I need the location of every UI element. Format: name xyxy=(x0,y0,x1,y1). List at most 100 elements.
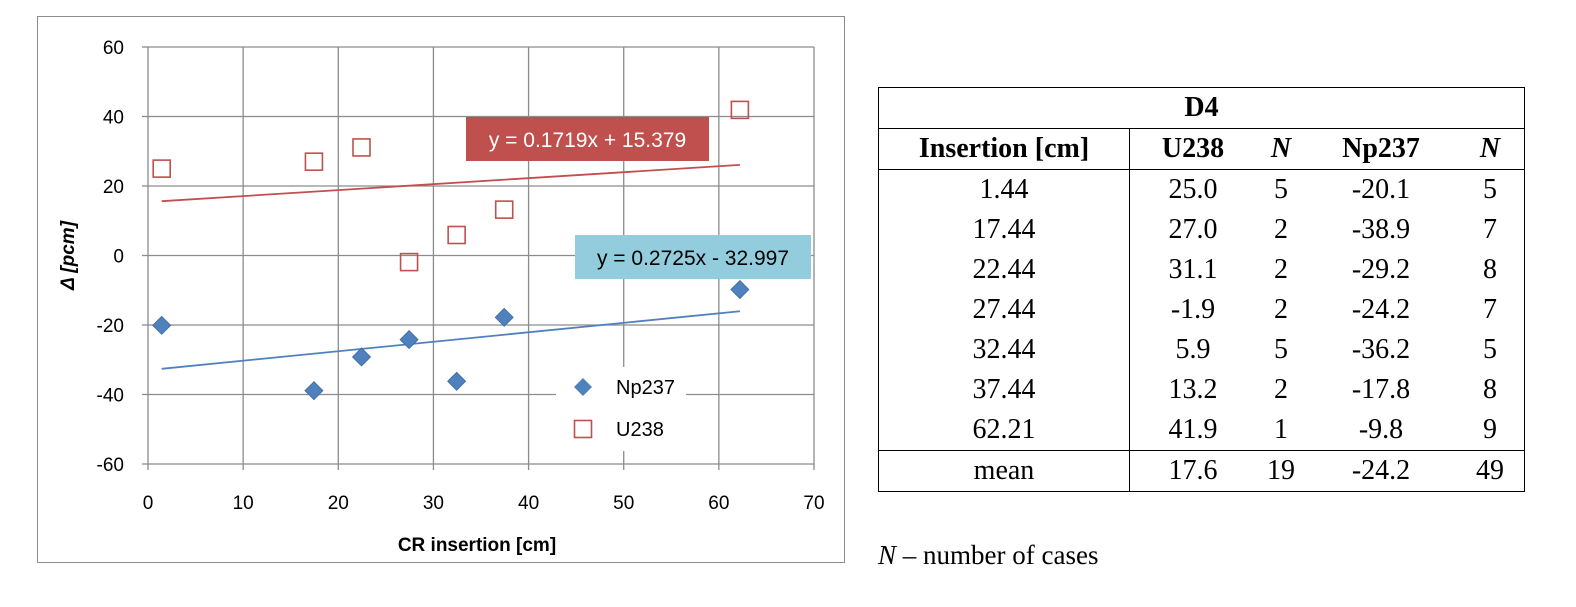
x-tick-label: 20 xyxy=(328,493,349,514)
footnote: N – number of cases xyxy=(878,540,1098,571)
table-title-row: D4 xyxy=(878,87,1525,129)
legend: Np237 U238 xyxy=(556,367,686,451)
cell-n-u238: 5 xyxy=(1274,174,1288,205)
table-row: 62.21 41.9 1 -9.8 9 xyxy=(878,410,1525,451)
cell-insertion: 37.44 xyxy=(878,370,1130,410)
x-tick-label: 40 xyxy=(518,493,539,514)
trendline-labels: y = 0.2725x - 32.997 y = 0.1719x + 15.379 xyxy=(466,117,811,279)
table-row: 27.44 -1.9 2 -24.2 7 xyxy=(878,290,1525,330)
cell-np237: -36.2 xyxy=(1351,334,1411,365)
cell-np237: -38.9 xyxy=(1351,214,1411,245)
cell-n-u238: 2 xyxy=(1274,294,1288,325)
mean-label: mean xyxy=(878,450,1130,492)
cell-np237: -29.2 xyxy=(1351,254,1411,285)
u238-point xyxy=(304,152,324,171)
header-u238: U238 xyxy=(1129,128,1256,170)
x-tick-label: 60 xyxy=(708,493,729,514)
cell-u238: 41.9 xyxy=(1168,414,1218,445)
np237-point xyxy=(152,315,172,335)
u238-point xyxy=(399,252,419,272)
cell-n-np237: 7 xyxy=(1483,214,1497,245)
np237-point xyxy=(494,307,514,327)
y-tick-label: 0 xyxy=(113,247,124,268)
cell-u238: -1.9 xyxy=(1170,294,1216,325)
table-header-row: Insertion [cm] U238 N Np237 N xyxy=(878,128,1525,170)
cell-np237: -9.8 xyxy=(1358,414,1404,445)
cell-n-u238: 2 xyxy=(1274,374,1288,405)
header-n-np237: N xyxy=(1456,128,1525,170)
mean-n-np237: 49 xyxy=(1456,450,1525,492)
cell-insertion: 62.21 xyxy=(878,410,1130,451)
mean-np237: -24.2 xyxy=(1306,450,1456,492)
np237-point xyxy=(351,347,372,367)
legend-symbol-u238 xyxy=(573,419,593,439)
np237-point xyxy=(447,371,467,391)
cell-insertion: 22.44 xyxy=(878,250,1130,290)
x-axis-title: CR insertion [cm] xyxy=(398,535,556,556)
legend-label-np237: Np237 xyxy=(616,377,675,399)
data-points xyxy=(152,100,750,401)
cell-n-u238: 2 xyxy=(1274,254,1288,285)
y-tick-label: -60 xyxy=(97,455,124,476)
scatter-chart: 60 40 20 0 -20 -40 -60 0 10 20 30 40 50 60 70 y = 0.27… xyxy=(58,38,825,556)
cell-insertion: 27.44 xyxy=(878,290,1130,330)
y-tick-label: 60 xyxy=(103,38,124,59)
mean-n-u238: 19 xyxy=(1256,450,1306,492)
y-tick-label: 20 xyxy=(103,177,124,198)
cell-n-u238: 1 xyxy=(1274,414,1288,445)
header-n-u238: N xyxy=(1256,128,1306,170)
x-tick-label: 10 xyxy=(233,493,254,514)
legend-symbol-np237 xyxy=(574,378,592,396)
cell-n-np237: 9 xyxy=(1483,414,1497,445)
table-mean-row: mean 17.6 19 -24.2 49 xyxy=(878,450,1525,492)
equation-label-np237: y = 0.2725x - 32.997 xyxy=(597,247,789,270)
y-tick-label: -40 xyxy=(97,386,124,407)
cell-u238: 27.0 xyxy=(1168,214,1218,245)
table-row: 37.44 13.2 2 -17.8 8 xyxy=(878,370,1525,410)
cell-n-np237: 8 xyxy=(1483,374,1497,405)
cell-n-np237: 7 xyxy=(1483,294,1497,325)
np237-point xyxy=(730,279,750,300)
y-tick-label: 40 xyxy=(103,108,124,129)
table-row: 32.44 5.9 5 -36.2 5 xyxy=(878,330,1525,370)
footnote-symbol: N xyxy=(878,540,897,570)
cell-np237: -20.1 xyxy=(1351,174,1411,205)
x-tick-label: 0 xyxy=(143,493,154,514)
np237-point xyxy=(304,381,324,401)
equation-box-u238 xyxy=(466,117,709,161)
u238-point xyxy=(152,159,172,178)
cell-n-np237: 8 xyxy=(1483,254,1497,285)
cell-np237: -17.8 xyxy=(1351,374,1411,405)
trendline-np237 xyxy=(161,310,740,370)
mean-u238: 17.6 xyxy=(1129,450,1256,492)
equation-box-np237 xyxy=(575,235,811,279)
x-tick-label: 50 xyxy=(613,493,634,514)
table-row: 22.44 31.1 2 -29.2 8 xyxy=(878,250,1525,290)
cell-insertion: 17.44 xyxy=(878,210,1130,250)
axes: 60 40 20 0 -20 -40 -60 0 10 20 30 40 50 60 70 xyxy=(97,38,825,514)
header-insertion: Insertion [cm] xyxy=(878,128,1130,170)
cell-insertion: 32.44 xyxy=(878,330,1130,370)
cell-np237: -24.2 xyxy=(1351,294,1411,325)
cell-u238: 25.0 xyxy=(1168,174,1218,205)
table-row: 1.44 25.0 5 -20.1 5 xyxy=(878,169,1525,210)
x-tick-label: 30 xyxy=(423,493,444,514)
footnote-text: – number of cases xyxy=(896,540,1099,570)
cell-u238: 5.9 xyxy=(1175,334,1211,365)
u238-point xyxy=(352,138,371,157)
cell-u238: 13.2 xyxy=(1168,374,1218,405)
u238-point xyxy=(494,200,514,219)
trendlines xyxy=(161,163,740,370)
results-table: D4 Insertion [cm] U238 N Np237 N 1.44 25.… xyxy=(878,87,1525,492)
u238-point xyxy=(447,225,466,245)
cell-n-np237: 5 xyxy=(1483,174,1497,205)
table-row: 17.44 27.0 2 -38.9 7 xyxy=(878,210,1525,250)
table-body: 1.44 25.0 5 -20.1 5 17.44 27.0 2 -38.9 7 22.44 31.1… xyxy=(878,169,1525,451)
table-title: D4 xyxy=(878,87,1525,129)
x-tick-label: 70 xyxy=(803,493,824,514)
cell-n-u238: 5 xyxy=(1274,334,1288,365)
y-tick-label: -20 xyxy=(97,316,124,337)
np237-point xyxy=(399,330,419,350)
legend-label-u238: U238 xyxy=(616,419,664,441)
y-axis-title: Δ [pcm] xyxy=(58,220,79,291)
